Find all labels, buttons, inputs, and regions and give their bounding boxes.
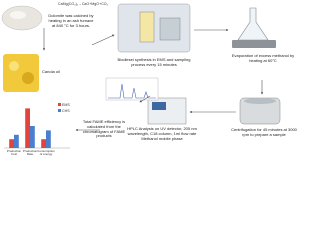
legend-label: EMS (62, 102, 70, 107)
x-tick-label: Production Cost (6, 149, 22, 157)
x-tick-label: Production Rate (22, 149, 38, 157)
bar (41, 139, 46, 148)
reactor-vessel (139, 11, 155, 43)
formula: CaMg(CO₃)₂→CaO+MgO+CO₂ (58, 2, 108, 6)
bar-chart (4, 103, 70, 149)
canola-bottle (22, 72, 34, 84)
arrow (91, 34, 115, 46)
centrifugation-caption: Centrifugation for 45 minutes at 3000 rp… (231, 127, 297, 137)
synthesis-caption: Biodiesel synthesis in EMS and sampling … (117, 57, 191, 67)
oil-caption: Canola oil (42, 69, 60, 74)
hotplate (232, 40, 276, 48)
bar (46, 130, 51, 148)
canola-flower (9, 61, 19, 71)
bar (9, 139, 14, 148)
arrow (139, 95, 151, 103)
legend-swatch (58, 109, 61, 112)
fame-caption: Total FAME efficiency is calculated from… (82, 119, 126, 139)
bar (25, 108, 30, 148)
graphical-abstract: CaMg(CO₃)₂→CaO+MgO+CO₂ Dolomite was calc… (1, 2, 297, 157)
bar (30, 126, 35, 148)
canola-oil-image (3, 54, 39, 92)
diagram-shapes (1, 3, 281, 149)
reactor-unit (159, 17, 181, 41)
legend-swatch (58, 103, 61, 106)
hplc-caption: HPLC Analysis on UV detector, 205 nm wav… (127, 126, 197, 141)
chromatogram-trace (108, 83, 156, 99)
calcination-caption: Dolomite was calcined by heating in an a… (48, 13, 94, 28)
centrifuge-lid (244, 98, 276, 104)
bar (14, 134, 19, 148)
x-tick-label: Consumption of energy (37, 149, 55, 157)
evaporation-caption: Evaporation of excess methanol by heatin… (231, 53, 295, 63)
flask (237, 7, 269, 41)
hplc (147, 97, 187, 125)
legend-label: CHS (62, 108, 70, 113)
hplc-screen (152, 102, 166, 110)
powder-highlight (10, 11, 26, 19)
